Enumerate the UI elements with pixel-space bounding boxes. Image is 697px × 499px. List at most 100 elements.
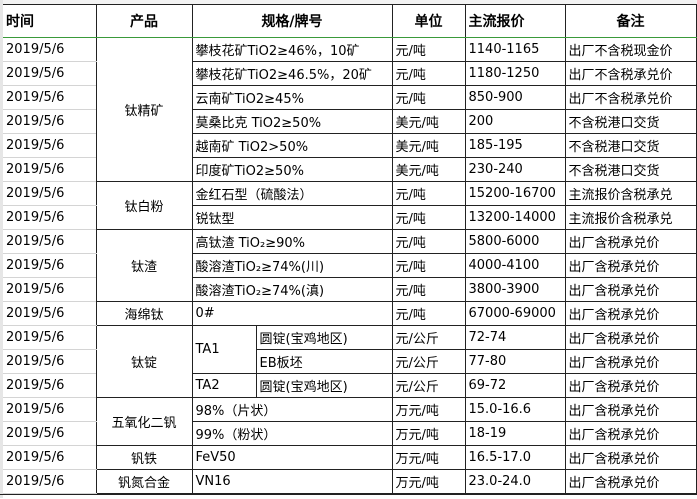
date-cell[interactable]: 2019/5/6 <box>3 325 97 350</box>
spec-cell[interactable]: 98%（片状） <box>191 397 393 422</box>
product-cell[interactable]: 钛渣 <box>95 229 193 302</box>
unit-cell[interactable]: 元/公斤 <box>391 349 466 374</box>
date-cell[interactable]: 2019/5/6 <box>3 421 97 446</box>
date-cell[interactable]: 2019/5/6 <box>3 397 97 422</box>
spec-cell[interactable]: 0# <box>191 301 393 326</box>
price-cell[interactable]: 69-72 <box>464 373 566 398</box>
spec-cell[interactable]: 攀枝花矿TiO2≥46.5%，20矿 <box>191 61 393 86</box>
note-cell[interactable]: 出厂不含税承兑价 <box>564 61 697 86</box>
note-cell[interactable]: 出厂含税承兑价 <box>564 253 697 278</box>
price-cell[interactable]: 13200-14000 <box>464 205 566 230</box>
spec-cell[interactable]: 高钛渣 TiO₂≥90% <box>191 229 393 254</box>
price-cell[interactable]: 185-195 <box>464 133 566 158</box>
unit-cell[interactable]: 元/公斤 <box>391 373 466 398</box>
spec-cell[interactable]: 酸溶渣TiO₂≥74%(滇) <box>191 277 393 302</box>
unit-cell[interactable]: 美元/吨 <box>391 157 466 182</box>
price-cell[interactable]: 850-900 <box>464 85 566 110</box>
date-cell[interactable]: 2019/5/6 <box>3 157 97 182</box>
price-cell[interactable]: 3800-3900 <box>464 277 566 302</box>
date-cell[interactable]: 2019/5/6 <box>3 445 97 470</box>
price-cell[interactable]: 230-240 <box>464 157 566 182</box>
note-cell[interactable]: 不含税港口交货 <box>564 157 697 182</box>
price-cell[interactable]: 1180-1250 <box>464 61 566 86</box>
note-cell[interactable]: 出厂含税承兑价 <box>564 469 697 494</box>
price-cell[interactable]: 72-74 <box>464 325 566 350</box>
header-product[interactable]: 产品 <box>95 4 193 38</box>
note-cell[interactable]: 不含税港口交货 <box>564 133 697 158</box>
header-note[interactable]: 备注 <box>564 4 697 38</box>
note-cell[interactable]: 出厂含税承兑价 <box>564 373 697 398</box>
product-cell[interactable]: 海绵钛 <box>95 301 193 326</box>
unit-cell[interactable]: 元/公斤 <box>391 325 466 350</box>
note-cell[interactable]: 出厂不含税现金价 <box>564 37 697 62</box>
price-cell[interactable]: 4000-4100 <box>464 253 566 278</box>
date-cell[interactable]: 2019/5/6 <box>3 469 97 494</box>
note-cell[interactable]: 出厂含税承兑价 <box>564 349 697 374</box>
note-cell[interactable]: 出厂不含税承兑价 <box>564 85 697 110</box>
price-cell[interactable]: 77-80 <box>464 349 566 374</box>
date-cell[interactable]: 2019/5/6 <box>3 181 97 206</box>
header-time[interactable]: 时间 <box>3 4 97 38</box>
price-cell[interactable]: 1140-1165 <box>464 37 566 62</box>
unit-cell[interactable]: 美元/吨 <box>391 109 466 134</box>
spec-cell[interactable]: 圆锭(宝鸡地区) <box>255 325 393 350</box>
unit-cell[interactable]: 元/吨 <box>391 277 466 302</box>
product-cell[interactable]: 钒氮合金 <box>95 469 193 494</box>
date-cell[interactable]: 2019/5/6 <box>3 37 97 62</box>
product-cell[interactable]: 钒铁 <box>95 445 193 470</box>
product-cell[interactable]: 钛锭 <box>95 325 193 398</box>
date-cell[interactable]: 2019/5/6 <box>3 133 97 158</box>
price-cell[interactable]: 15200-16700 <box>464 181 566 206</box>
unit-cell[interactable]: 元/吨 <box>391 205 466 230</box>
spec-cell[interactable]: EB板坯 <box>255 349 393 374</box>
note-cell[interactable]: 出厂含税承兑价 <box>564 397 697 422</box>
spec-cell[interactable]: 圆锭(宝鸡地区) <box>255 373 393 398</box>
note-cell[interactable]: 出厂含税承兑价 <box>564 421 697 446</box>
price-cell[interactable]: 16.5-17.0 <box>464 445 566 470</box>
spec-cell[interactable]: 攀枝花矿TiO2≥46%，10矿 <box>191 37 393 62</box>
price-cell[interactable]: 15.0-16.6 <box>464 397 566 422</box>
spec-cell[interactable]: 印度矿TiO2≥50% <box>191 157 393 182</box>
date-cell[interactable]: 2019/5/6 <box>3 61 97 86</box>
spec-cell[interactable]: 越南矿 TiO2>50% <box>191 133 393 158</box>
price-cell[interactable]: 67000-69000 <box>464 301 566 326</box>
unit-cell[interactable]: 万元/吨 <box>391 421 466 446</box>
unit-cell[interactable]: 元/吨 <box>391 229 466 254</box>
note-cell[interactable]: 出厂含税承兑价 <box>564 277 697 302</box>
grade-cell[interactable]: TA2 <box>191 373 257 398</box>
spec-cell[interactable]: 云南矿TiO2≥45% <box>191 85 393 110</box>
unit-cell[interactable]: 美元/吨 <box>391 133 466 158</box>
spec-cell[interactable]: 莫桑比克 TiO2≥50% <box>191 109 393 134</box>
grade-cell[interactable]: TA1 <box>191 325 257 374</box>
unit-cell[interactable]: 元/吨 <box>391 181 466 206</box>
note-cell[interactable]: 主流报价含税承兑 <box>564 181 697 206</box>
note-cell[interactable]: 主流报价含税承兑 <box>564 205 697 230</box>
unit-cell[interactable]: 万元/吨 <box>391 397 466 422</box>
header-spec[interactable]: 规格/牌号 <box>191 4 393 38</box>
spec-cell[interactable]: FeV50 <box>191 445 393 470</box>
price-cell[interactable]: 23.0-24.0 <box>464 469 566 494</box>
note-cell[interactable]: 出厂含税承兑价 <box>564 445 697 470</box>
unit-cell[interactable]: 万元/吨 <box>391 445 466 470</box>
product-cell[interactable]: 钛精矿 <box>95 37 193 182</box>
spec-cell[interactable]: VN16 <box>191 469 393 494</box>
unit-cell[interactable]: 元/吨 <box>391 37 466 62</box>
unit-cell[interactable]: 万元/吨 <box>391 469 466 494</box>
price-cell[interactable]: 200 <box>464 109 566 134</box>
date-cell[interactable]: 2019/5/6 <box>3 253 97 278</box>
spec-cell[interactable]: 99%（粉状） <box>191 421 393 446</box>
spec-cell[interactable]: 酸溶渣TiO₂≥74%(川) <box>191 253 393 278</box>
unit-cell[interactable]: 元/吨 <box>391 301 466 326</box>
price-cell[interactable]: 18-19 <box>464 421 566 446</box>
header-unit[interactable]: 单位 <box>391 4 466 38</box>
date-cell[interactable]: 2019/5/6 <box>3 109 97 134</box>
note-cell[interactable]: 出厂含税承兑价 <box>564 229 697 254</box>
note-cell[interactable]: 不含税港口交货 <box>564 109 697 134</box>
header-price[interactable]: 主流报价 <box>464 4 566 38</box>
date-cell[interactable]: 2019/5/6 <box>3 205 97 230</box>
note-cell[interactable]: 出厂含税承兑价 <box>564 325 697 350</box>
date-cell[interactable]: 2019/5/6 <box>3 85 97 110</box>
spec-cell[interactable]: 金红石型（硫酸法） <box>191 181 393 206</box>
spec-cell[interactable]: 锐钛型 <box>191 205 393 230</box>
date-cell[interactable]: 2019/5/6 <box>3 229 97 254</box>
